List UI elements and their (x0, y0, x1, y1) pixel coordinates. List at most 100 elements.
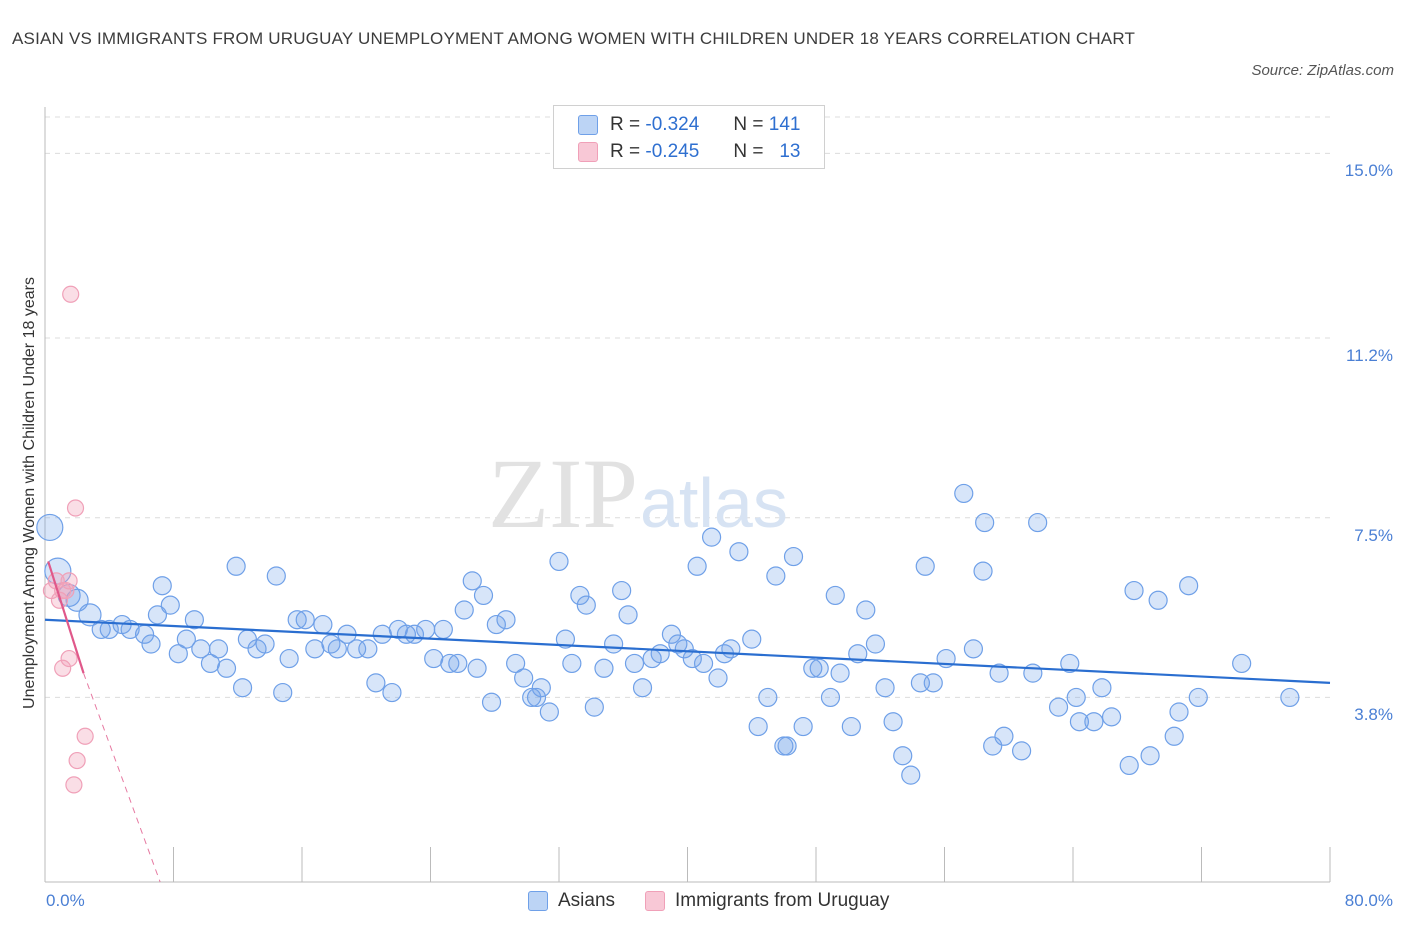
asian-point (327, 639, 347, 659)
uruguay-swatch-icon (578, 142, 598, 162)
asian-point (1028, 512, 1048, 533)
asian-point (742, 629, 762, 649)
asian-point (650, 644, 670, 664)
legend-r-value: -0.324 (645, 114, 700, 135)
asian-point (721, 639, 741, 659)
asian-point (1119, 755, 1139, 776)
asian-point (883, 712, 903, 732)
asian-point (216, 658, 237, 678)
legend-item-asians[interactable]: Asians (528, 890, 615, 912)
asian-point (604, 634, 624, 654)
uruguay-trend-extension (83, 672, 161, 883)
asians-trend-line (44, 618, 1331, 684)
asian-point (612, 580, 632, 601)
asian-point (295, 610, 315, 630)
asian-point (901, 765, 921, 785)
asian-point (147, 605, 168, 625)
asian-point (266, 566, 286, 586)
asian-point (366, 673, 386, 693)
asian-point (820, 687, 841, 708)
legend-row-uruguay: R = -0.245 N = 13 (578, 139, 800, 165)
asian-point (514, 668, 534, 688)
asian-point (287, 610, 307, 630)
asian-point (539, 702, 559, 722)
asian-point (803, 658, 823, 678)
chart-source: Source: ZipAtlas.com (1251, 62, 1394, 79)
asian-point (305, 639, 325, 659)
asian-point (1048, 697, 1069, 717)
asian-point (1232, 653, 1252, 674)
asian-point (273, 682, 293, 703)
legend-n-value: 13 (779, 141, 801, 162)
asian-point (1084, 712, 1104, 732)
uruguay-point (54, 659, 72, 677)
asian-point (777, 736, 797, 756)
asian-point (372, 624, 392, 644)
asian-point (1148, 590, 1168, 610)
asian-point (255, 634, 275, 654)
asian-point (989, 663, 1009, 683)
asian-point (440, 653, 460, 674)
legend-item-uruguay[interactable]: Immigrants from Uruguay (645, 890, 889, 912)
asian-point (687, 556, 707, 576)
asian-point (841, 716, 861, 737)
asian-point (783, 546, 804, 567)
asian-point (584, 697, 604, 717)
asian-point (1140, 746, 1160, 766)
uruguay-legend-icon (645, 891, 666, 911)
asian-point (531, 678, 551, 698)
asian-point (279, 648, 299, 669)
asian-point (141, 634, 161, 654)
legend-label-asians: Asians (558, 890, 616, 911)
asian-point (1280, 687, 1300, 708)
asian-point (208, 639, 229, 659)
asian-point (729, 542, 749, 562)
asian-point (766, 566, 786, 586)
legend-n-label: N = (733, 141, 764, 162)
asian-point (865, 634, 886, 654)
asian-point (36, 513, 64, 542)
asian-point (923, 673, 943, 693)
legend-r-label: R = (610, 141, 641, 162)
asian-point (549, 551, 569, 572)
uruguay-trend-line (47, 561, 85, 674)
asian-point (954, 483, 974, 504)
y-tick-label: 15.0% (1344, 161, 1393, 181)
asian-point (522, 687, 542, 708)
legend-n-value: 141 (768, 114, 801, 135)
uruguay-point (76, 727, 94, 745)
asian-point (856, 600, 876, 620)
asian-point (526, 687, 547, 708)
grid-lines (45, 116, 1330, 698)
uruguay-point (60, 649, 78, 668)
uruguay-point (68, 751, 86, 770)
asian-point (496, 610, 516, 630)
asians-legend-icon (528, 891, 548, 911)
asian-point (65, 588, 89, 612)
asian-point (454, 600, 474, 620)
asian-point (481, 692, 502, 712)
asian-point (632, 678, 653, 698)
asian-point (693, 653, 714, 674)
asian-point (91, 619, 111, 640)
asian-point (462, 571, 482, 591)
asian-point (973, 561, 993, 581)
asian-point (555, 629, 576, 649)
asian-point (1069, 712, 1090, 732)
watermark: ZIP atlas (488, 438, 788, 549)
asian-point (99, 619, 119, 640)
asian-point (467, 658, 487, 678)
asian-point (358, 639, 378, 659)
y-tick-label: 11.2% (1346, 346, 1393, 365)
asian-point (661, 624, 682, 644)
x-tick-max: 80.0% (1344, 891, 1393, 910)
asian-point (473, 585, 494, 606)
asian-point (570, 585, 590, 606)
asian-point (893, 746, 913, 766)
data-points (36, 285, 1300, 794)
x-tick-min: 0.0% (46, 891, 85, 910)
asian-point (1179, 576, 1199, 596)
asian-point (963, 639, 984, 659)
asian-point (176, 629, 196, 649)
